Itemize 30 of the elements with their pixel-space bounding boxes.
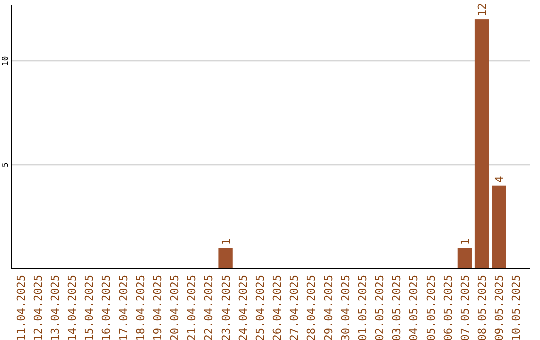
x-tick-label: 15.04.2025	[83, 275, 96, 340]
x-tick-label: 10.05.2025	[510, 275, 524, 340]
x-tick-label: 26.04.2025	[271, 275, 284, 340]
x-tick-label: 21.04.2025	[186, 275, 199, 340]
x-tick-label: 14.04.2025	[66, 275, 80, 340]
x-tick-label: 17.04.2025	[117, 275, 130, 340]
data-label: 1	[458, 238, 472, 246]
data-label: 12	[476, 3, 490, 17]
y-tick-label: 5	[1, 162, 10, 168]
x-tick-label: 16.04.2025	[100, 275, 114, 340]
y-tick-label: 10	[1, 56, 10, 66]
bar	[492, 186, 506, 269]
x-tick-label: 22.04.2025	[202, 275, 216, 340]
x-tick-label: 29.04.2025	[322, 275, 336, 340]
x-tick-label: 19.04.2025	[151, 275, 164, 340]
x-tick-label: 12.04.2025	[32, 275, 45, 340]
x-tick-label: 11.04.2025	[14, 275, 28, 340]
bar	[474, 20, 490, 269]
x-tick-label: 20.04.2025	[168, 275, 182, 340]
x-tick-label: 18.04.2025	[134, 275, 148, 340]
x-tick-label: 13.04.2025	[48, 275, 62, 340]
bar	[218, 248, 233, 269]
x-tick-label: 27.04.2025	[288, 275, 302, 340]
x-tick-label: 23.04.2025	[220, 275, 233, 340]
data-label: 1	[220, 238, 233, 246]
x-tick-label: 24.04.2025	[236, 275, 250, 340]
x-tick-label: 25.04.2025	[254, 275, 267, 340]
x-tick-label: 28.04.2025	[305, 275, 318, 340]
data-label: 4	[493, 176, 506, 183]
bar	[458, 248, 472, 269]
